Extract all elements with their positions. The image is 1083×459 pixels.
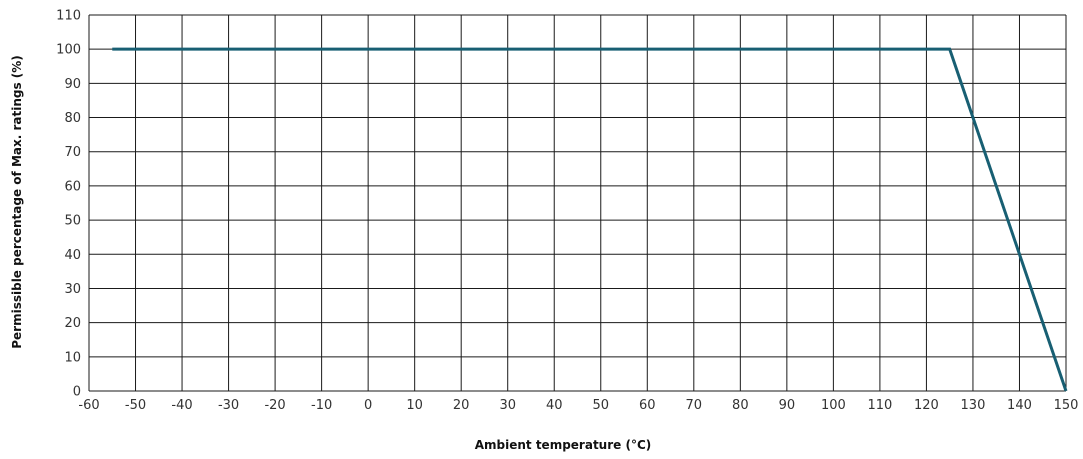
y-tick-label: 20 bbox=[64, 316, 81, 331]
x-axis-title: Ambient temperature (°C) bbox=[475, 438, 652, 452]
y-axis-title: Permissible percentage of Max. ratings (… bbox=[10, 55, 24, 349]
x-tick-label: 140 bbox=[1007, 398, 1032, 413]
x-tick-label: -40 bbox=[171, 398, 192, 413]
y-tick-label: 40 bbox=[64, 248, 81, 263]
y-tick-label: 50 bbox=[64, 214, 81, 229]
x-tick-label: -30 bbox=[218, 398, 239, 413]
x-tick-label: 110 bbox=[867, 398, 892, 413]
x-tick-label: -60 bbox=[78, 398, 99, 413]
y-tick-label: 60 bbox=[64, 179, 81, 194]
y-tick-label: 80 bbox=[64, 111, 81, 126]
x-tick-label: 100 bbox=[821, 398, 846, 413]
x-tick-label: 130 bbox=[961, 398, 986, 413]
y-tick-label: 70 bbox=[64, 145, 81, 160]
x-tick-label: 0 bbox=[364, 398, 372, 413]
x-tick-label: 150 bbox=[1054, 398, 1079, 413]
x-tick-label: 30 bbox=[499, 398, 516, 413]
derating-curve bbox=[112, 47, 1068, 392]
y-tick-label: 110 bbox=[56, 9, 81, 24]
x-tick-labels: -60 -50 -40 -30 -20 -10 0 10 20 30 40 50 60 70 80 90 100… bbox=[78, 398, 1078, 413]
y-tick-label: 90 bbox=[64, 77, 81, 92]
x-tick-label: -50 bbox=[125, 398, 146, 413]
x-tick-label: 50 bbox=[592, 398, 609, 413]
x-tick-label: 40 bbox=[546, 398, 563, 413]
y-tick-label: 30 bbox=[64, 282, 81, 297]
x-tick-label: 60 bbox=[639, 398, 656, 413]
x-tick-label: 80 bbox=[732, 398, 749, 413]
y-tick-labels: 0 10 20 30 40 50 60 70 80 90 100 110 bbox=[56, 9, 81, 400]
x-tick-label: 20 bbox=[453, 398, 470, 413]
x-tick-label: 10 bbox=[406, 398, 423, 413]
series-layer bbox=[112, 47, 1068, 392]
x-tick-label: -10 bbox=[311, 398, 332, 413]
y-tick-label: 10 bbox=[64, 350, 81, 365]
x-tick-label: 120 bbox=[914, 398, 939, 413]
x-tick-label: 70 bbox=[686, 398, 703, 413]
x-tick-label: -20 bbox=[264, 398, 285, 413]
grid bbox=[88, 14, 1067, 392]
x-tick-label: 90 bbox=[779, 398, 796, 413]
y-tick-label: 0 bbox=[73, 385, 81, 400]
y-tick-label: 100 bbox=[56, 43, 81, 58]
